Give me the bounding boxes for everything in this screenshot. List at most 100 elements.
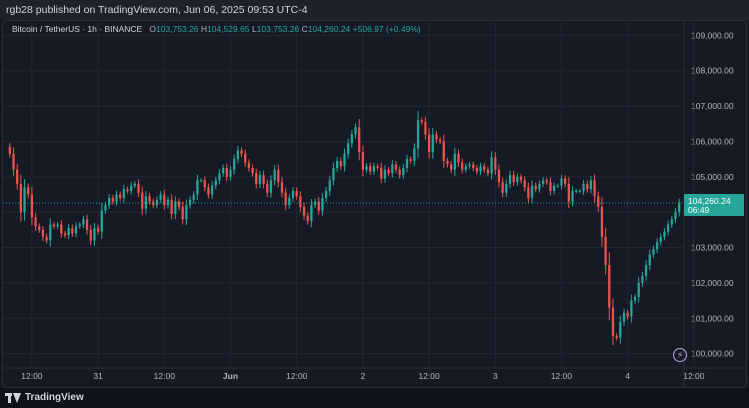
candle-body bbox=[615, 335, 618, 338]
candle-body bbox=[155, 199, 159, 206]
candle-body bbox=[420, 120, 423, 123]
candle-body bbox=[63, 233, 67, 236]
candle-body bbox=[336, 160, 339, 168]
candle-body bbox=[236, 150, 239, 160]
candle-body bbox=[71, 228, 74, 234]
candle-body bbox=[41, 229, 45, 237]
candle-body bbox=[52, 224, 56, 227]
candle-body bbox=[229, 169, 232, 177]
candle-body bbox=[450, 164, 453, 170]
candle-body bbox=[174, 201, 177, 214]
x-tick-label: 12:00 bbox=[683, 371, 705, 381]
candle-body bbox=[196, 180, 199, 195]
high-label: H bbox=[200, 24, 208, 34]
candle-body bbox=[358, 127, 361, 153]
candle-body bbox=[207, 187, 210, 195]
y-tick-label: 102,000.00 bbox=[691, 278, 734, 288]
candle-body bbox=[284, 192, 287, 206]
candle-body bbox=[302, 206, 306, 216]
x-tick-label: 12:00 bbox=[418, 371, 440, 381]
x-tick-label: 2 bbox=[361, 371, 366, 381]
candle-body bbox=[104, 205, 107, 211]
candle-body bbox=[343, 153, 346, 167]
y-tick-label: 106,000.00 bbox=[691, 136, 734, 146]
candle-body bbox=[291, 190, 295, 199]
candle-body bbox=[527, 187, 530, 199]
candle-body bbox=[446, 160, 449, 165]
candle-body bbox=[199, 180, 203, 182]
candle-body bbox=[604, 236, 607, 266]
candle-body bbox=[115, 194, 118, 202]
chart-frame[interactable]: 109,000.00 108,000.00 107,000.00 106,000.00… bbox=[2, 20, 747, 388]
candle-body bbox=[564, 178, 567, 184]
y-tick-label: 101,000.00 bbox=[691, 313, 734, 323]
candle-body bbox=[457, 153, 460, 163]
candle-body bbox=[354, 127, 357, 135]
candle-body bbox=[545, 180, 548, 183]
candle-body bbox=[674, 212, 677, 220]
candle-body bbox=[119, 194, 122, 199]
candle-body bbox=[310, 205, 313, 222]
candle-body bbox=[626, 312, 629, 317]
candle-body bbox=[141, 192, 144, 209]
low-value: 103,753.26 bbox=[256, 24, 300, 34]
candle-body bbox=[637, 282, 640, 298]
candle-body bbox=[288, 198, 291, 206]
candle-body bbox=[266, 183, 269, 193]
candle-body bbox=[221, 167, 225, 174]
candle-body bbox=[416, 120, 420, 149]
candle-body bbox=[501, 182, 504, 193]
y-tick-label: 103,000.00 bbox=[691, 243, 734, 253]
candle-body bbox=[630, 300, 633, 317]
candle-body bbox=[214, 180, 217, 186]
candle-body bbox=[571, 190, 574, 202]
candle-body bbox=[16, 169, 19, 184]
open-value: 103,753.26 bbox=[155, 24, 199, 34]
candle-body bbox=[479, 166, 482, 172]
open-label: O bbox=[149, 24, 156, 34]
candle-body bbox=[490, 157, 493, 174]
candle-body bbox=[586, 183, 589, 190]
candle-body bbox=[74, 226, 78, 234]
x-tick-label: 12:00 bbox=[154, 371, 176, 381]
candle-body bbox=[23, 187, 26, 213]
candle-body bbox=[45, 236, 48, 241]
candle-body bbox=[567, 183, 570, 202]
candle-body bbox=[453, 153, 456, 170]
candle-body bbox=[608, 265, 611, 308]
candle-body bbox=[461, 162, 464, 170]
candle-body bbox=[177, 201, 181, 207]
candle-body bbox=[12, 153, 15, 170]
candle-body bbox=[497, 169, 501, 183]
high-value: 104,529.65 bbox=[207, 24, 250, 34]
tradingview-logo[interactable]: TradingView bbox=[5, 392, 84, 403]
candle-body bbox=[365, 166, 368, 170]
candle-body bbox=[262, 175, 265, 184]
candle-body bbox=[19, 183, 23, 213]
candle-body bbox=[464, 166, 468, 170]
candle-body bbox=[678, 202, 681, 213]
candle-body bbox=[556, 185, 559, 187]
candle-body bbox=[166, 199, 170, 206]
candle-body bbox=[332, 167, 335, 181]
candle-body bbox=[652, 249, 655, 255]
candle-body bbox=[611, 307, 615, 336]
candle-body bbox=[468, 164, 471, 167]
candle-body bbox=[369, 166, 372, 172]
x-tick-label: 4 bbox=[625, 371, 630, 381]
candle-body bbox=[387, 169, 390, 174]
candle-body bbox=[578, 190, 582, 192]
candle-body bbox=[144, 196, 148, 209]
candle-body bbox=[435, 134, 438, 140]
candle-body bbox=[321, 198, 324, 211]
y-tick-label: 109,000.00 bbox=[691, 30, 734, 40]
candle-body bbox=[126, 189, 129, 191]
bolt-icon[interactable]: ⚡ bbox=[673, 348, 687, 362]
candle-body bbox=[111, 198, 114, 202]
candle-body bbox=[8, 146, 11, 154]
x-tick-label: 3 bbox=[493, 371, 498, 381]
candle-body bbox=[192, 194, 195, 200]
candle-body bbox=[530, 185, 534, 199]
price-chart[interactable]: 109,000.00 108,000.00 107,000.00 106,000.00… bbox=[3, 21, 746, 387]
last-price-tag bbox=[684, 193, 744, 216]
